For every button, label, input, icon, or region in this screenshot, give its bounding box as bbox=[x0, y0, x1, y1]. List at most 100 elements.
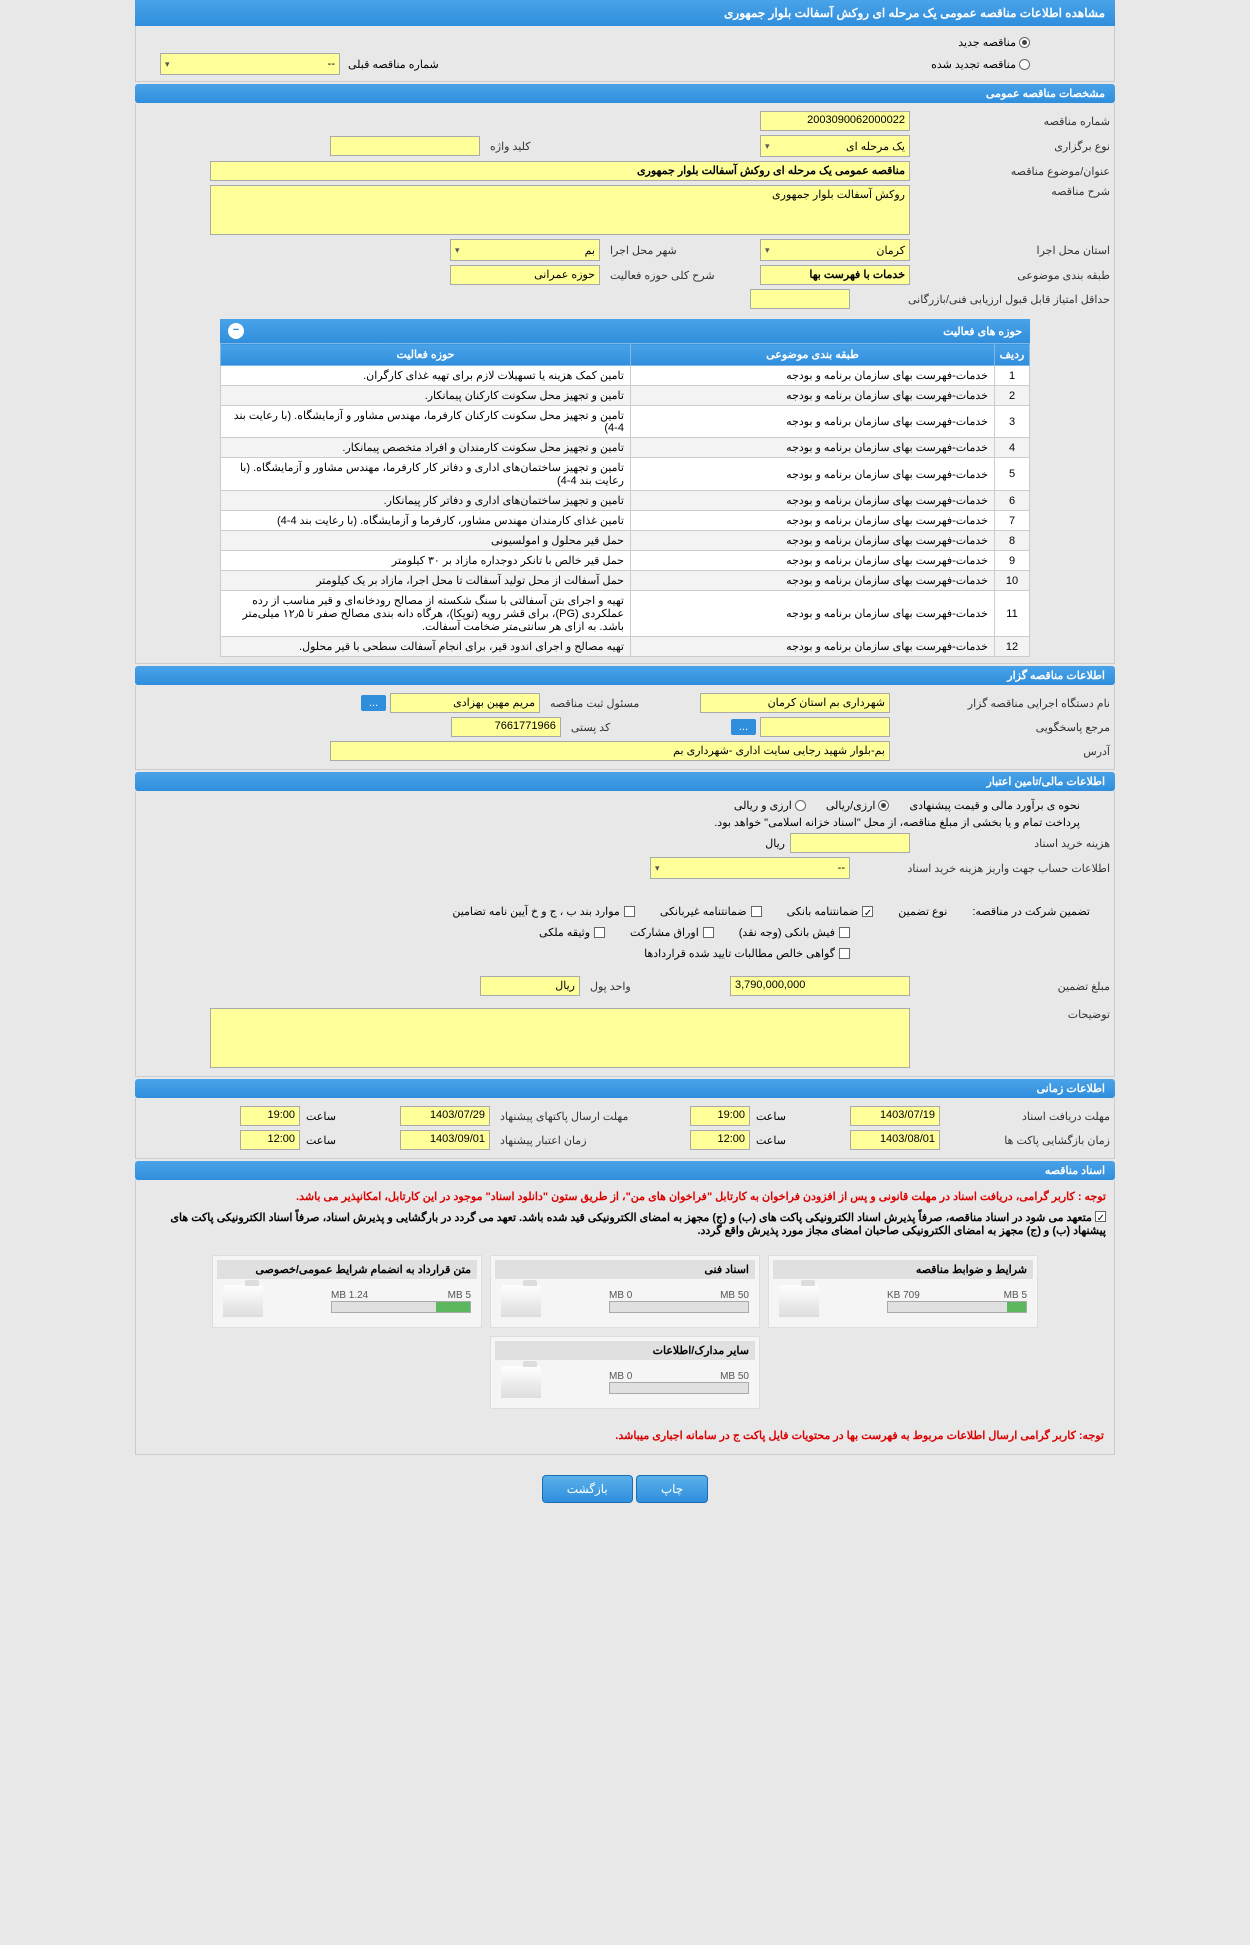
time-label4: ساعت bbox=[300, 1134, 400, 1147]
chevron-down-icon: ▾ bbox=[165, 59, 170, 70]
cb-cert[interactable]: گواهی خالص مطالبات تایید شده قراردادها bbox=[644, 947, 850, 960]
doc-used: 1.24 MB bbox=[331, 1290, 368, 1301]
cb-clause[interactable]: موارد بند ب ، ج و خ آیین نامه تضامین bbox=[452, 905, 634, 918]
progress-bar bbox=[609, 1301, 749, 1313]
back-button[interactable]: بازگشت bbox=[542, 1475, 633, 1503]
doc-max: 50 MB bbox=[720, 1290, 749, 1301]
notes-field[interactable] bbox=[210, 1008, 910, 1068]
cb-nonbank[interactable]: ضمانتنامه غیربانکی bbox=[660, 905, 762, 918]
subject-label: عنوان/موضوع مناقصه bbox=[910, 165, 1110, 178]
city-label: شهر محل اجرا bbox=[600, 244, 760, 257]
collapse-icon[interactable]: − bbox=[228, 323, 244, 339]
open-date[interactable]: 1403/08/01 bbox=[850, 1130, 940, 1150]
prev-number-dropdown[interactable]: -- ▾ bbox=[160, 53, 340, 75]
row-num: 1 bbox=[995, 366, 1030, 386]
row-category: خدمات-فهرست بهای سازمان برنامه و بودجه bbox=[630, 491, 994, 511]
account-dropdown[interactable]: -- ▾ bbox=[650, 857, 850, 879]
cb-label: گواهی خالص مطالبات تایید شده قراردادها bbox=[644, 947, 835, 960]
prev-number-value: -- bbox=[328, 58, 335, 70]
amount-field[interactable]: 3,790,000,000 bbox=[730, 976, 910, 996]
min-score-field[interactable] bbox=[750, 289, 850, 309]
radio-dot-icon bbox=[1019, 59, 1030, 70]
opt-currency-label: ارزی/ریالی bbox=[826, 799, 876, 812]
cb-cash[interactable]: فیش بانکی (وجه نقد) bbox=[739, 926, 850, 939]
print-button[interactable]: چاپ bbox=[636, 1475, 708, 1503]
valid-date[interactable]: 1403/09/01 bbox=[400, 1130, 490, 1150]
chevron-down-icon: ▾ bbox=[655, 863, 660, 874]
reference-more-button[interactable]: ... bbox=[731, 719, 756, 735]
time-label3: ساعت bbox=[750, 1134, 850, 1147]
checkbox-icon bbox=[594, 927, 605, 938]
unit-field: ریال bbox=[480, 976, 580, 996]
cb-label: موارد بند ب ، ج و خ آیین نامه تضامین bbox=[452, 905, 619, 918]
min-score-label: حداقل امتیاز قابل قبول ارزیابی فنی/بازرگ… bbox=[850, 293, 1110, 306]
note-1: کاربر گرامی، دریافت اسناد در مهلت قانونی… bbox=[296, 1191, 1075, 1203]
holding-type-dropdown[interactable]: یک مرحله ای ▾ bbox=[760, 135, 910, 157]
progress-bar bbox=[331, 1301, 471, 1313]
row-category: خدمات-فهرست بهای سازمان برنامه و بودجه bbox=[630, 386, 994, 406]
radio-new-tender[interactable]: مناقصه جدید bbox=[958, 36, 1030, 49]
doc-max: 50 MB bbox=[720, 1371, 749, 1382]
manager-more-button[interactable]: ... bbox=[361, 695, 386, 711]
valid-time[interactable]: 12:00 bbox=[240, 1130, 300, 1150]
table-row: 9خدمات-فهرست بهای سازمان برنامه و بودجهح… bbox=[221, 551, 1030, 571]
city-dropdown[interactable]: بم ▾ bbox=[450, 239, 600, 261]
cb-bank[interactable]: ضمانتنامه بانکی bbox=[787, 905, 874, 918]
radio-currency[interactable]: ارزی/ریالی bbox=[826, 799, 890, 812]
holding-type-label: نوع برگزاری bbox=[910, 140, 1110, 153]
radio-dot-icon bbox=[878, 800, 889, 811]
cb-property[interactable]: وثیقه ملکی bbox=[539, 926, 605, 939]
province-dropdown[interactable]: کرمان ▾ bbox=[760, 239, 910, 261]
radio-dot-icon bbox=[795, 800, 806, 811]
row-area: تامین و تجهیز ساختمان‌های اداری و دفاتر … bbox=[221, 458, 631, 491]
col-num: ردیف bbox=[995, 344, 1030, 366]
receipt-date[interactable]: 1403/07/19 bbox=[850, 1106, 940, 1126]
radio-both[interactable]: ارزی و ریالی bbox=[734, 799, 806, 812]
buy-cost-field[interactable] bbox=[790, 833, 910, 853]
table-row: 7خدمات-فهرست بهای سازمان برنامه و بودجهت… bbox=[221, 511, 1030, 531]
section-general-header: مشخصات مناقصه عمومی bbox=[135, 84, 1115, 103]
address-field[interactable]: بم-بلوار شهید رجایی سایت اداری -شهرداری … bbox=[330, 741, 890, 761]
checkbox-icon bbox=[624, 906, 635, 917]
row-area: حمل قیر محلول و امولسیونی bbox=[221, 531, 631, 551]
row-category: خدمات-فهرست بهای سازمان برنامه و بودجه bbox=[630, 591, 994, 637]
province-value: کرمان bbox=[876, 244, 905, 257]
row-num: 11 bbox=[995, 591, 1030, 637]
doc-box[interactable]: شرایط و ضوابط مناقصه5 MB709 KB bbox=[768, 1255, 1038, 1328]
cb-label: اوراق مشارکت bbox=[630, 926, 699, 939]
open-time[interactable]: 12:00 bbox=[690, 1130, 750, 1150]
doc-box[interactable]: متن قرارداد به انضمام شرایط عمومی/خصوصی5… bbox=[212, 1255, 482, 1328]
checkbox-icon bbox=[703, 927, 714, 938]
table-row: 11خدمات-فهرست بهای سازمان برنامه و بودجه… bbox=[221, 591, 1030, 637]
commit-checkbox[interactable] bbox=[1095, 1211, 1106, 1222]
postal-field: 7661771966 bbox=[451, 717, 561, 737]
send-date[interactable]: 1403/07/29 bbox=[400, 1106, 490, 1126]
doc-used: 0 MB bbox=[609, 1371, 632, 1382]
keyword-field[interactable] bbox=[330, 136, 480, 156]
doc-title: شرایط و ضوابط مناقصه bbox=[773, 1260, 1033, 1279]
section-docs-header: اسناد مناقصه bbox=[135, 1161, 1115, 1180]
receipt-time[interactable]: 19:00 bbox=[690, 1106, 750, 1126]
row-category: خدمات-فهرست بهای سازمان برنامه و بودجه bbox=[630, 511, 994, 531]
address-label: آدرس bbox=[890, 745, 1110, 758]
row-area: تامین و تجهیز ساختمان‌های اداری و دفاتر … bbox=[221, 491, 631, 511]
note-prefix: توجه : bbox=[1075, 1191, 1106, 1203]
send-time[interactable]: 19:00 bbox=[240, 1106, 300, 1126]
table-row: 2خدمات-فهرست بهای سازمان برنامه و بودجهت… bbox=[221, 386, 1030, 406]
doc-used: 0 MB bbox=[609, 1290, 632, 1301]
row-category: خدمات-فهرست بهای سازمان برنامه و بودجه bbox=[630, 406, 994, 438]
guarantee-title: تضمین شرکت در مناقصه: bbox=[972, 905, 1090, 918]
payment-note: پرداخت تمام و یا بخشی از مبلغ مناقصه، از… bbox=[714, 816, 1080, 829]
doc-box[interactable]: اسناد فنی50 MB0 MB bbox=[490, 1255, 760, 1328]
table-row: 12خدمات-فهرست بهای سازمان برنامه و بودجه… bbox=[221, 637, 1030, 657]
page-title: مشاهده اطلاعات مناقصه عمومی یک مرحله ای … bbox=[135, 0, 1115, 26]
tender-no-label: شماره مناقصه bbox=[910, 115, 1110, 128]
cb-bonds[interactable]: اوراق مشارکت bbox=[630, 926, 714, 939]
doc-used: 709 KB bbox=[887, 1290, 920, 1301]
doc-title: سایر مدارک/اطلاعات bbox=[495, 1341, 755, 1360]
radio-renewed-tender[interactable]: مناقصه تجدید شده bbox=[931, 58, 1030, 71]
reference-field[interactable] bbox=[760, 717, 890, 737]
desc-field[interactable]: روکش آسفالت بلوار جمهوری bbox=[210, 185, 910, 235]
cb-label: ضمانتنامه غیربانکی bbox=[660, 905, 747, 918]
doc-box[interactable]: سایر مدارک/اطلاعات 50 MB 0 MB bbox=[490, 1336, 760, 1409]
